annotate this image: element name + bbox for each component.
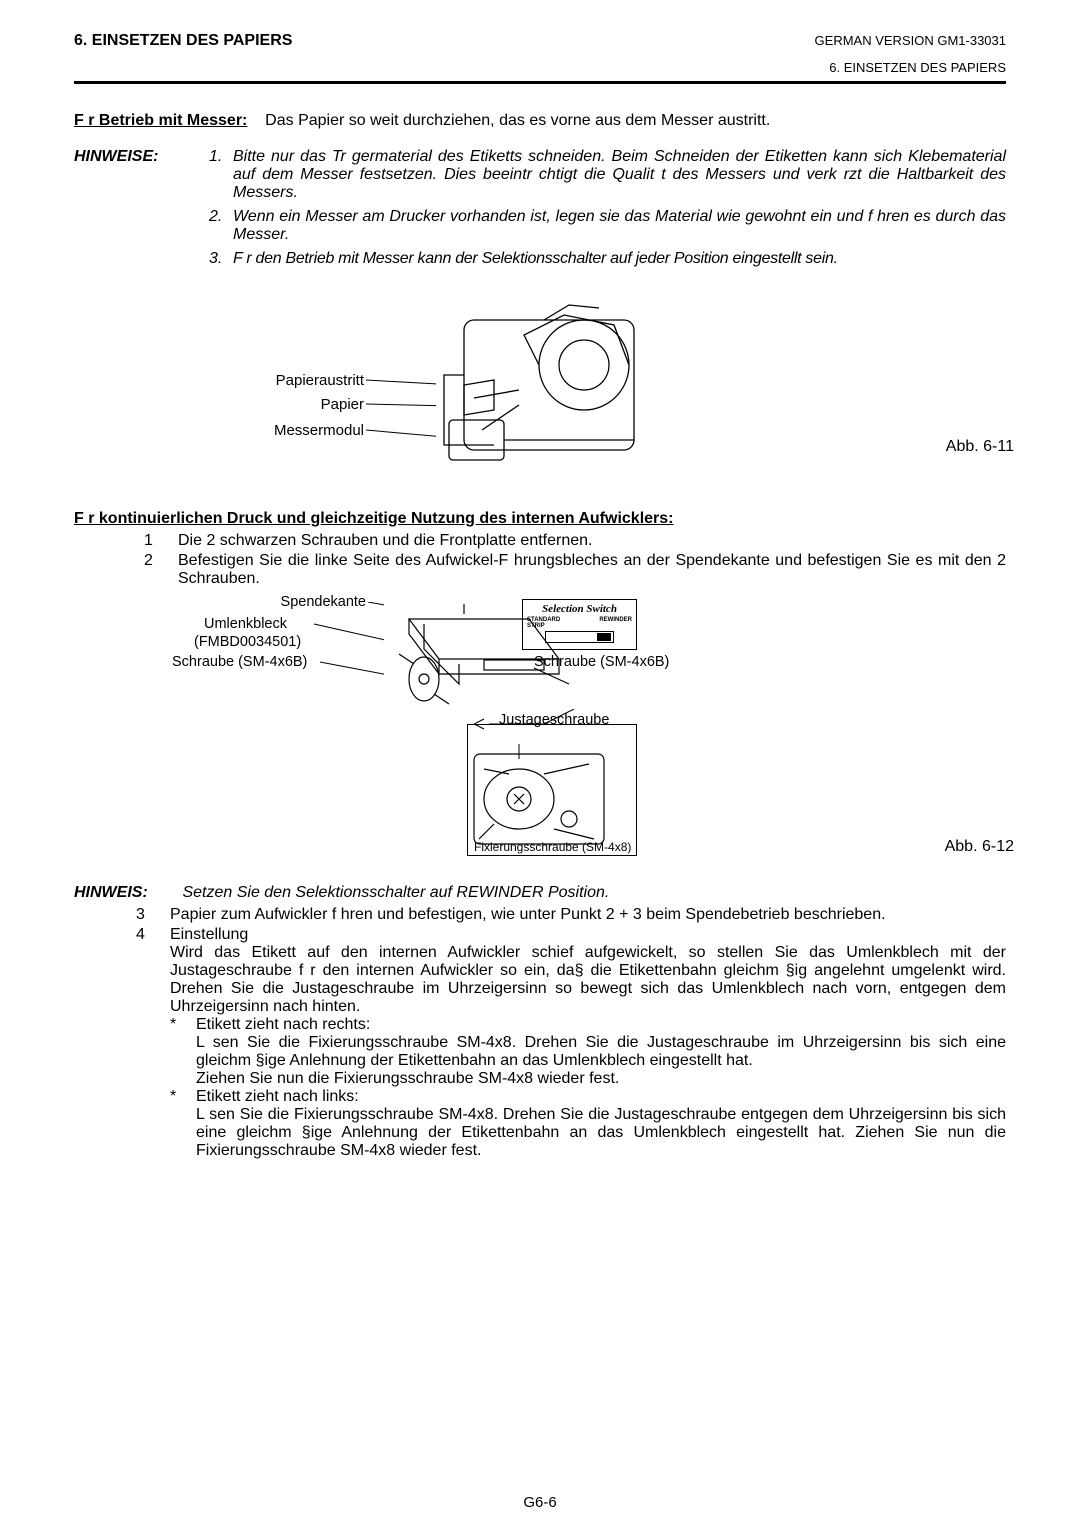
hinweise-text: Bitte nur das Tr germaterial des Etikett… xyxy=(233,148,1006,202)
hinweise-number: 2. xyxy=(209,208,233,244)
version-text: GERMAN VERSION GM1-33031 xyxy=(815,33,1006,48)
leader-lines-icon xyxy=(366,378,436,448)
hinweise-block: HINWEISE: 1. Bitte nur das Tr germateria… xyxy=(74,148,1006,274)
list-item: 2 Befestigen Sie die linke Seite des Auf… xyxy=(144,552,1006,588)
hinweise-text: Wenn ein Messer am Drucker vorhanden ist… xyxy=(233,208,1006,244)
list-text: Die 2 schwarzen Schrauben und die Frontp… xyxy=(178,532,592,550)
hinweise-text: F r den Betrieb mit Messer kann der Sele… xyxy=(233,250,838,268)
intro-text: Das Papier so weit durchziehen, das es v… xyxy=(265,112,770,129)
star1-body: L sen Sie die Fixierungsschraube SM-4x8.… xyxy=(196,1034,1006,1070)
intro-paragraph: F r Betrieb mit Messer: Das Papier so we… xyxy=(74,112,1006,130)
label-messermodul: Messermodul xyxy=(244,422,364,439)
label-papieraustritt: Papieraustritt xyxy=(244,372,364,389)
page-number: G6-6 xyxy=(0,1494,1080,1511)
detail-frame xyxy=(467,724,637,856)
hinweis-single: HINWEIS: Setzen Sie den Selektionsschalt… xyxy=(74,884,1006,902)
label-umlenkblech: Umlenkbleck xyxy=(204,616,287,632)
hinweise-item: 2. Wenn ein Messer am Drucker vorhanden … xyxy=(209,208,1006,244)
subheader: 6. EINSETZEN DES PAPIERS xyxy=(74,60,1006,75)
intro-heading: F r Betrieb mit Messer: xyxy=(74,112,247,129)
label-papier: Papier xyxy=(244,396,364,413)
hinweise-number: 3. xyxy=(209,250,233,268)
list-number: 1 xyxy=(144,532,178,550)
hinweise-items: 1. Bitte nur das Tr germaterial des Etik… xyxy=(209,148,1006,274)
item4-title: Einstellung xyxy=(170,926,1006,944)
list-text: Befestigen Sie die linke Seite des Aufwi… xyxy=(178,552,1006,588)
figure-caption-2: Abb. 6-12 xyxy=(945,838,1014,856)
list-item: 4 Einstellung Wird das Etikett auf den i… xyxy=(136,926,1006,1160)
lower-list: 3 Papier zum Aufwickler f hren und befes… xyxy=(136,906,1006,1160)
star-marker: * xyxy=(170,1088,196,1160)
figure-6-12: Selection Switch STANDARDSTRIP REWINDER … xyxy=(74,594,1006,874)
header-rule xyxy=(74,81,1006,84)
star2-title: Etikett zieht nach links: xyxy=(196,1088,1006,1106)
selection-switch-panel: Selection Switch STANDARDSTRIP REWINDER xyxy=(522,599,637,650)
list-item: 1 Die 2 schwarzen Schrauben und die Fron… xyxy=(144,532,1006,550)
leader-lines-2-icon xyxy=(304,602,384,682)
list-item: 3 Papier zum Aufwickler f hren und befes… xyxy=(136,906,1006,924)
label-schraube-left: Schraube (SM-4x6B) xyxy=(172,654,307,670)
figure-6-11: Papieraustritt Papier Messermodul Abb. 6… xyxy=(74,290,1006,490)
section2-title: F r kontinuierlichen Druck und gleichzei… xyxy=(74,510,1006,528)
printer-diagram-icon xyxy=(434,290,664,485)
star-item: * Etikett zieht nach rechts: L sen Sie d… xyxy=(170,1016,1006,1088)
figure-caption: Abb. 6-11 xyxy=(946,438,1014,456)
switch-standard: STANDARDSTRIP xyxy=(527,617,560,629)
hinweise-item: 1. Bitte nur das Tr germaterial des Etik… xyxy=(209,148,1006,202)
list-number: 2 xyxy=(144,552,178,588)
hinweis-label: HINWEIS: xyxy=(74,884,178,902)
label-umlenkblech-part: (FMBD0034501) xyxy=(194,634,301,650)
section-title: 6. EINSETZEN DES PAPIERS xyxy=(74,32,292,50)
star-item: * Etikett zieht nach links: L sen Sie di… xyxy=(170,1088,1006,1160)
list-number: 3 xyxy=(136,906,170,924)
star1-title: Etikett zieht nach rechts: xyxy=(196,1016,1006,1034)
item4-body: Wird das Etikett auf den internen Aufwic… xyxy=(170,944,1006,1016)
star1-body2: Ziehen Sie nun die Fixierungsschraube SM… xyxy=(196,1070,1006,1088)
star2-body: L sen Sie die Fixierungsschraube SM-4x8.… xyxy=(196,1106,1006,1160)
hinweise-number: 1. xyxy=(209,148,233,202)
selection-switch-title: Selection Switch xyxy=(527,603,632,615)
switch-rewinder: REWINDER xyxy=(599,617,632,629)
list-text: Papier zum Aufwickler f hren und befesti… xyxy=(170,906,886,924)
list-number: 4 xyxy=(136,926,170,1160)
section2-list: 1 Die 2 schwarzen Schrauben und die Fron… xyxy=(144,532,1006,588)
label-schraube-right: Schraube (SM-4x6B) xyxy=(534,654,669,670)
hinweise-label: HINWEISE: xyxy=(74,148,209,274)
page-header: 6. EINSETZEN DES PAPIERS GERMAN VERSION … xyxy=(74,32,1006,50)
star-marker: * xyxy=(170,1016,196,1088)
hinweise-item: 3. F r den Betrieb mit Messer kann der S… xyxy=(209,250,1006,268)
hinweis-text: Setzen Sie den Selektionsschalter auf RE… xyxy=(182,884,609,901)
